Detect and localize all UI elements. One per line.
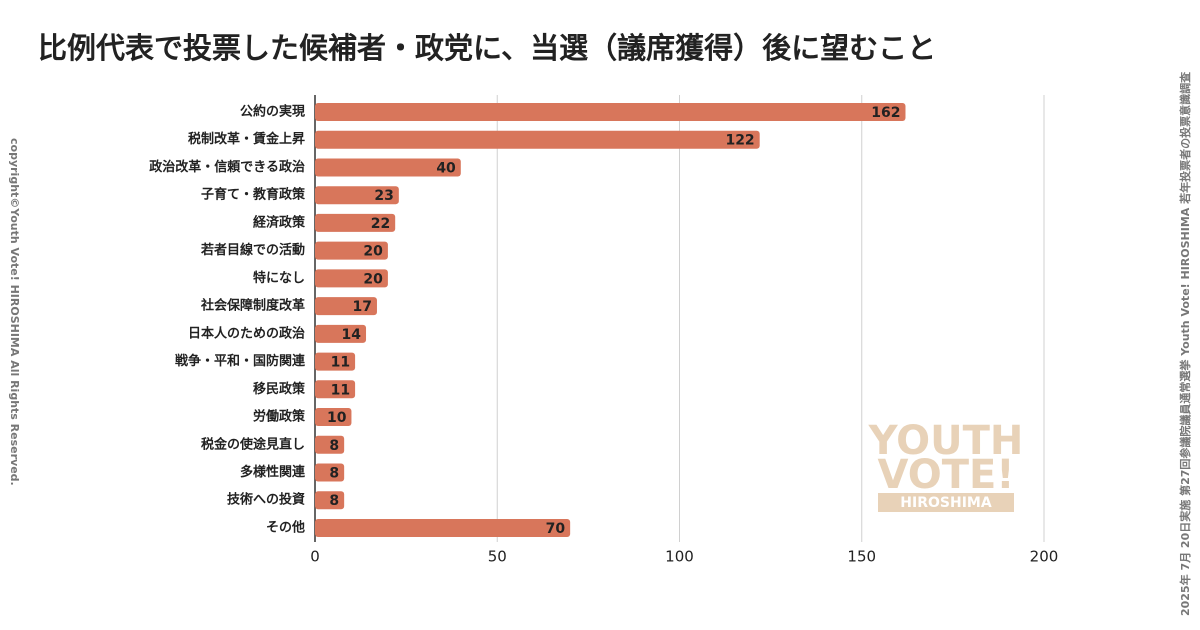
bar: [315, 491, 345, 510]
bar: [315, 130, 760, 149]
bar: [315, 297, 377, 316]
value-label: 122: [725, 133, 754, 149]
y-tick-label: 労働政策: [253, 409, 306, 425]
x-tick-label: 100: [665, 548, 694, 566]
y-tick-label: 技術への投資: [227, 492, 305, 508]
x-tick-label: 0: [310, 548, 320, 566]
y-tick-label: その他: [266, 519, 305, 535]
y-tick-label: 税制改革・賃金上昇: [188, 131, 305, 147]
y-tick-label: 社会保障制度改革: [200, 298, 305, 314]
value-label: 11: [331, 382, 350, 398]
value-label: 8: [329, 465, 339, 481]
logo-text: YOUTH: [868, 418, 1024, 464]
y-tick-label: 公約の実現: [240, 104, 305, 120]
x-tick-label: 200: [1030, 548, 1059, 566]
logo-band: [878, 493, 1014, 512]
y-tick-label: 移民政策: [253, 381, 306, 397]
value-label: 10: [327, 410, 347, 426]
bar: [315, 380, 356, 399]
x-tick-label: 50: [488, 548, 507, 566]
bar: [315, 103, 906, 121]
bar: [315, 269, 388, 288]
y-tick-label: 特になし: [253, 270, 305, 286]
y-tick-label: 政治改革・信頼できる政治: [149, 159, 305, 175]
value-label: 8: [329, 438, 339, 454]
logo-text: HIROSHIMA: [900, 495, 992, 511]
value-label: 20: [363, 244, 383, 260]
logo-text: VOTE!: [877, 452, 1014, 498]
y-tick-label: 若者目線での活動: [200, 242, 305, 258]
value-label: 11: [331, 355, 350, 371]
copyright: copyright©Youth Vote! HIROSHIMA All Righ…: [8, 138, 21, 486]
value-label: 162: [871, 105, 900, 121]
y-tick-label: 子育て・教育政策: [201, 187, 306, 203]
value-label: 8: [329, 493, 339, 509]
y-tick-label: 日本人のための政治: [188, 325, 305, 341]
logo: YOUTH VOTE! HIROSHIMA: [868, 418, 1024, 512]
bar: [315, 213, 396, 232]
bar: [315, 352, 356, 371]
y-tick-label: 多様性関連: [240, 464, 306, 480]
source-note: 2025年 7月 20日実施 第27回参議院議員通常選挙 Youth Vote!…: [1178, 72, 1192, 616]
bar: [315, 463, 345, 482]
x-tick-label: 150: [847, 548, 876, 566]
value-label: 17: [352, 299, 371, 315]
bar: [315, 408, 352, 427]
value-label: 22: [371, 216, 390, 232]
bar: [315, 158, 461, 177]
value-label: 20: [363, 271, 383, 287]
y-tick-label: 経済政策: [253, 214, 306, 230]
y-tick-label: 戦争・平和・国防関連: [175, 353, 306, 369]
bar: [315, 518, 571, 537]
bar: [315, 241, 388, 260]
value-label: 70: [546, 521, 566, 537]
bar: [315, 186, 399, 205]
bar: [315, 324, 367, 343]
bar: [315, 435, 345, 454]
y-tick-label: 税金の使途見直し: [201, 436, 305, 452]
value-label: 14: [342, 327, 362, 343]
value-label: 40: [436, 160, 456, 176]
value-label: 23: [374, 188, 393, 204]
chart-title: 比例代表で投票した候補者・政党に、当選（議席獲得）後に望むこと: [38, 31, 936, 65]
